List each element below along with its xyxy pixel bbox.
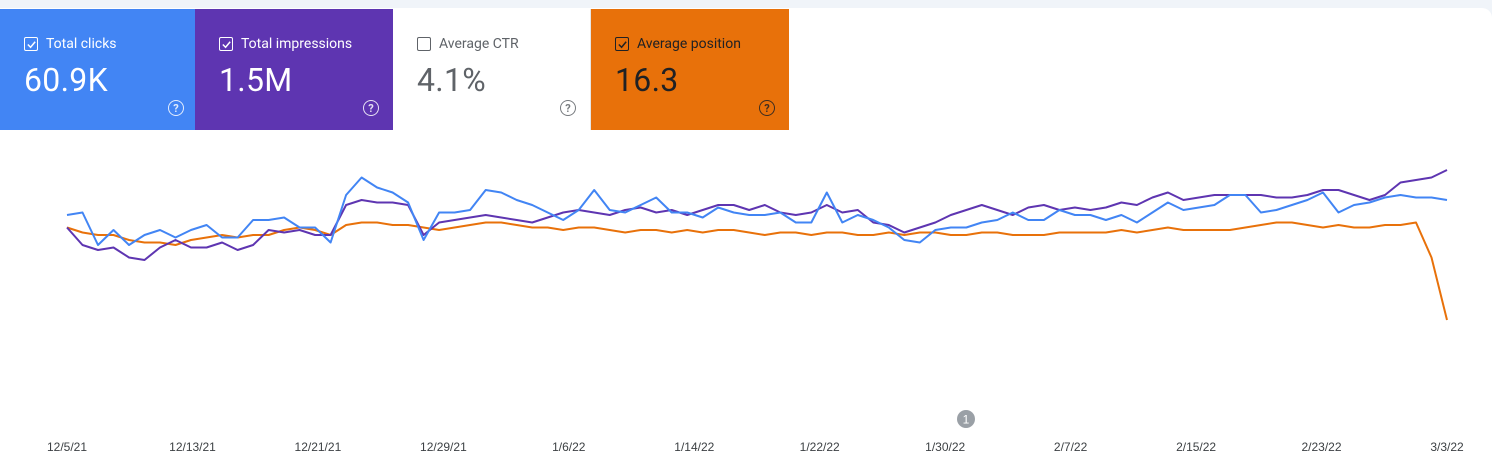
x-tick-label: 12/29/21 bbox=[420, 440, 467, 454]
metric-label: Average CTR bbox=[439, 36, 519, 52]
help-circle-icon[interactable]: ? bbox=[168, 100, 184, 116]
help-circle-icon[interactable]: ? bbox=[363, 100, 379, 116]
metric-label: Total clicks bbox=[46, 36, 117, 52]
metric-value: 1.5M bbox=[219, 61, 293, 99]
help-circle-icon[interactable]: ? bbox=[560, 100, 576, 116]
metric-label: Average position bbox=[637, 36, 741, 52]
metric-label: Total impressions bbox=[241, 36, 353, 52]
annotation-label: 1 bbox=[963, 413, 970, 427]
x-tick-label: 1/6/22 bbox=[552, 440, 586, 454]
x-tick-label: 2/23/22 bbox=[1301, 440, 1341, 454]
check-icon[interactable] bbox=[24, 37, 38, 51]
series-line-0 bbox=[66, 176, 1448, 246]
x-tick-label: 3/3/22 bbox=[1430, 440, 1464, 454]
metric-total-clicks[interactable]: Total clicks 60.9K ? bbox=[0, 9, 198, 130]
x-tick-label: 2/7/22 bbox=[1054, 440, 1088, 454]
x-tick-label: 12/5/21 bbox=[47, 440, 87, 454]
annotation-marker[interactable]: 1 bbox=[957, 410, 975, 428]
unchecked-checkbox-icon[interactable] bbox=[417, 37, 431, 51]
x-tick-label: 1/30/22 bbox=[925, 440, 965, 454]
metric-value: 60.9K bbox=[24, 61, 108, 99]
check-icon[interactable] bbox=[615, 37, 629, 51]
series-line-1 bbox=[66, 169, 1448, 261]
metric-average-position[interactable]: Average position 16.3 ? bbox=[591, 9, 789, 130]
metric-value: 4.1% bbox=[417, 61, 487, 99]
help-circle-icon[interactable]: ? bbox=[759, 100, 775, 116]
metric-total-impressions[interactable]: Total impressions 1.5M ? bbox=[195, 9, 393, 130]
x-tick-label: 1/14/22 bbox=[674, 440, 714, 454]
x-tick-label: 12/13/21 bbox=[169, 440, 216, 454]
metric-value: 16.3 bbox=[615, 61, 679, 99]
check-icon[interactable] bbox=[219, 37, 233, 51]
metric-average-ctr[interactable]: Average CTR 4.1% ? bbox=[393, 9, 591, 130]
x-tick-label: 1/22/22 bbox=[800, 440, 840, 454]
x-tick-label: 2/15/22 bbox=[1176, 440, 1216, 454]
series-line-2 bbox=[66, 221, 1448, 321]
x-tick-label: 12/21/21 bbox=[295, 440, 342, 454]
